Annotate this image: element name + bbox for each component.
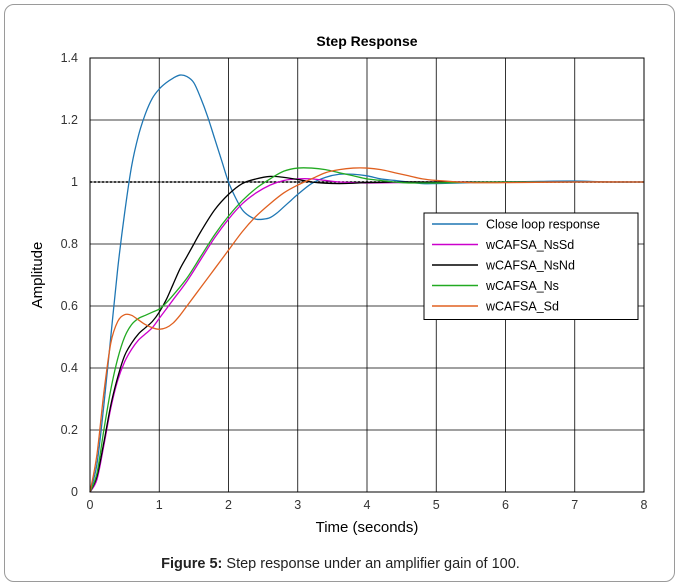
x-tick-label: 0	[87, 498, 94, 512]
y-tick-label: 0	[71, 485, 78, 499]
x-tick-label: 6	[502, 498, 509, 512]
y-tick-label: 1	[71, 175, 78, 189]
series-line	[89, 167, 645, 493]
y-tick-label: 1.4	[61, 51, 78, 65]
x-tick-label: 3	[294, 498, 301, 512]
caption-text: Step response under an amplifier gain of…	[226, 556, 520, 572]
figure-caption: Figure 5: Step response under an amplifi…	[0, 556, 681, 572]
y-axis-label: Amplitude	[29, 242, 46, 309]
legend-box	[423, 212, 639, 320]
plot-border	[89, 57, 645, 493]
y-tick-label: 0.6	[61, 299, 78, 313]
y-tick-label: 0.8	[61, 237, 78, 251]
y-tick-label: 0.4	[61, 361, 78, 375]
legend: Close loop response wCAFSA_NsSd wCAFSA_NsN…	[423, 212, 639, 320]
y-tick-label: 1.2	[61, 113, 78, 127]
x-tick-label: 5	[433, 498, 440, 512]
legend-label: wCAFSA_Sd	[485, 300, 559, 314]
caption-label: Figure 5:	[161, 556, 223, 572]
tick-labels: 0 1 2 3 4 5 6 7 8 0 0.2 0.4 0.6 0.8 1 1.2 1.4	[61, 51, 648, 512]
x-tick-label: 7	[571, 498, 578, 512]
x-tick-label: 8	[641, 498, 648, 512]
x-tick-label: 1	[156, 498, 163, 512]
series-line	[89, 167, 645, 493]
legend-label: wCAFSA_NsSd	[485, 238, 574, 252]
series-layer	[89, 74, 645, 493]
legend-label: wCAFSA_NsNd	[485, 259, 575, 273]
legend-label: wCAFSA_Ns	[485, 279, 559, 293]
series-line	[89, 175, 527, 493]
x-axis-label: Time (seconds)	[316, 519, 419, 536]
x-tick-label: 4	[364, 498, 371, 512]
y-tick-label: 0.2	[61, 423, 78, 437]
legend-label: Close loop response	[486, 218, 600, 232]
x-tick-label: 2	[225, 498, 232, 512]
step-response-chart: 0 1 2 3 4 5 6 7 8 0 0.2 0.4 0.6 0.8 1 1.2 1.4 Step Respo…	[29, 33, 648, 536]
chart-title: Step Response	[316, 33, 417, 49]
